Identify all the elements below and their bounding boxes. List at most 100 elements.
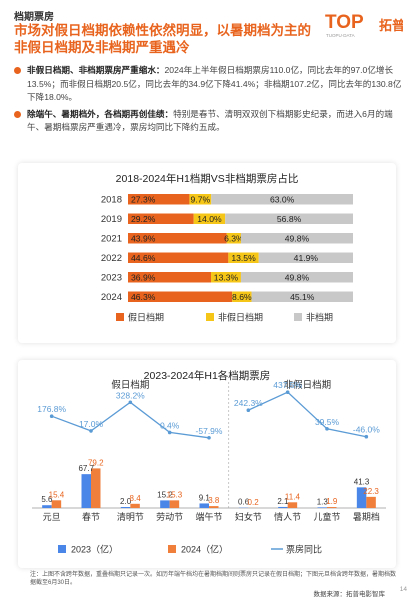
yoy-point	[325, 427, 329, 431]
legend-swatch	[206, 313, 214, 321]
bullet-lead: 非假日档期、非档期票房严重缩水：	[27, 65, 165, 75]
footnote: 注：上图不含跨年数据，重叠档期只记录一次。如历年端午档均在暑期档期间则票房只记录…	[30, 572, 397, 586]
yoy-point	[364, 434, 369, 439]
yoy-point	[246, 408, 251, 412]
bar-2023-label: 5.6	[41, 495, 53, 504]
yoy-label: -57.9%	[196, 426, 223, 436]
bar-segment	[211, 272, 241, 283]
bullet-body: 2024年上半年假日档期票房110.0亿，同比去年的97.0亿增长13.5%；而…	[27, 65, 402, 102]
bar-segment	[240, 233, 353, 244]
bar-value-label: 49.8%	[285, 234, 310, 244]
bar-2024-label: 15.3	[167, 490, 183, 499]
bullet-item: 非假日档期、非档期票房严重缩水：2024年上半年假日档期票房110.0亿，同比去…	[14, 64, 402, 105]
bar-value-label: 29.2%	[131, 214, 156, 224]
yoy-line	[248, 391, 367, 438]
bar-segment	[128, 291, 233, 302]
legend-label: 非档期	[306, 312, 333, 323]
legend-label: 2023（亿）	[71, 544, 118, 555]
category-label: 情人节	[274, 511, 301, 522]
bar-2023	[199, 503, 209, 508]
legend-label: 假日档期	[128, 312, 164, 323]
share-chart-title: 2018-2024年H1档期VS非档期票房占比	[115, 173, 299, 185]
yoy-label: 437.5%	[273, 380, 302, 390]
legend-swatch	[168, 545, 176, 553]
bar-2023	[317, 507, 327, 508]
category-label: 春节	[82, 511, 100, 522]
yoy-point	[89, 429, 93, 433]
bar-2023-label: 67.7	[78, 464, 94, 473]
bar-segment	[211, 194, 353, 205]
bar-value-label: 13.3%	[214, 273, 239, 283]
bar-2024	[91, 468, 101, 508]
bar-2024-label: 11.4	[285, 492, 301, 501]
bar-2023-label: 2.1	[277, 497, 289, 506]
legend-swatch	[116, 313, 124, 321]
bar-segment	[226, 233, 241, 244]
yoy-point	[207, 436, 211, 440]
bar-2024-label: 79.2	[88, 458, 104, 467]
bar-2023	[120, 507, 131, 508]
category-label: 元旦	[43, 512, 61, 522]
yoy-label: -46.0%	[353, 425, 380, 435]
bar-value-label: 49.8%	[285, 273, 310, 283]
category-label: 端午节	[195, 511, 222, 522]
bar-2023	[42, 505, 52, 508]
page-number: 14	[399, 586, 407, 593]
category-label: 劳动节	[156, 511, 183, 522]
legend-label: 票房同比	[286, 544, 322, 555]
bar-2023	[278, 506, 288, 508]
year-label: 2018	[101, 195, 122, 206]
bar-2023	[81, 474, 91, 508]
boxoffice-chart-title: 2023-2024年H1各档期票房	[143, 370, 271, 382]
bar-value-label: 14.0%	[197, 214, 222, 224]
bullet-text: 非假日档期、非档期票房严重缩水：2024年上半年假日档期票房110.0亿，同比去…	[27, 64, 402, 105]
bar-2023	[160, 500, 170, 508]
boxoffice-chart: 假日档期 非假日档期 5.615.4 元旦 67.779.2 春节 2.08.4 清明节 15.…	[32, 379, 386, 555]
bullet-dot	[14, 67, 21, 74]
bar-value-label: 8.6%	[232, 292, 252, 302]
group-label: 非假日档期	[284, 379, 332, 391]
bar-2024	[327, 507, 337, 508]
bar-2024	[209, 506, 219, 508]
bullet-text: 除端午、暑期档外，各档期再创佳绩：特别是春节、清明双双创下档期影史纪录，而进入6…	[27, 108, 402, 135]
bar-2023-label: 0.6	[238, 498, 250, 507]
yoy-label: 39.5%	[315, 417, 340, 427]
bar-value-label: 6.3%	[224, 234, 244, 244]
yoy-point	[128, 400, 133, 405]
bullet-body: 特别是春节、清明双双创下档期影史纪录，而进入6月的端午、暑期档票房严重遇冷，票房…	[27, 108, 393, 133]
bar-segment	[128, 233, 227, 244]
bar-2023	[356, 487, 367, 508]
bar-2023-label: 9.1	[199, 493, 211, 502]
bar-2024	[51, 500, 62, 508]
category-label: 暑期档	[353, 511, 380, 522]
year-label: 2024	[101, 292, 122, 303]
bar-segment	[240, 272, 353, 283]
bar-2024-label: 22.3	[363, 487, 379, 496]
bullet-dot	[14, 110, 21, 118]
year-label: 2019	[101, 214, 122, 225]
yoy-point	[285, 390, 290, 395]
yoy-label: 0.4%	[160, 420, 180, 430]
category-label: 妇女节	[235, 511, 262, 522]
bar-2024-label: 0.2	[248, 498, 260, 507]
category-label: 儿童节	[313, 511, 340, 522]
yoy-line	[51, 401, 210, 439]
bar-segment	[189, 194, 212, 205]
bar-2024	[130, 503, 140, 508]
legend-swatch	[58, 545, 66, 553]
group-label: 假日档期	[111, 379, 149, 391]
boxoffice-chart-card: 2023-2024年H1各档期票房 假日档期 非假日档期 5.6 15.4 元旦 67.7…	[18, 360, 396, 568]
yoy-label: 176.8%	[37, 404, 66, 414]
section-tag: 档期票房	[14, 12, 54, 23]
bar-segment	[128, 213, 194, 224]
summary-bullets: 非假日档期、非档期票房严重缩水：2024年上半年假日档期票房110.0亿，同比去…	[14, 64, 402, 138]
bar-value-label: 43.9%	[131, 234, 156, 244]
yoy-label: 242.3%	[234, 398, 263, 408]
bar-segment	[225, 213, 353, 224]
year-label: 2023	[101, 273, 122, 284]
bar-segment	[128, 194, 190, 205]
bar-value-label: 13.5%	[231, 253, 256, 263]
yoy-point	[167, 430, 172, 435]
bar-segment	[228, 252, 259, 263]
bar-value-label: 56.8%	[277, 214, 302, 224]
